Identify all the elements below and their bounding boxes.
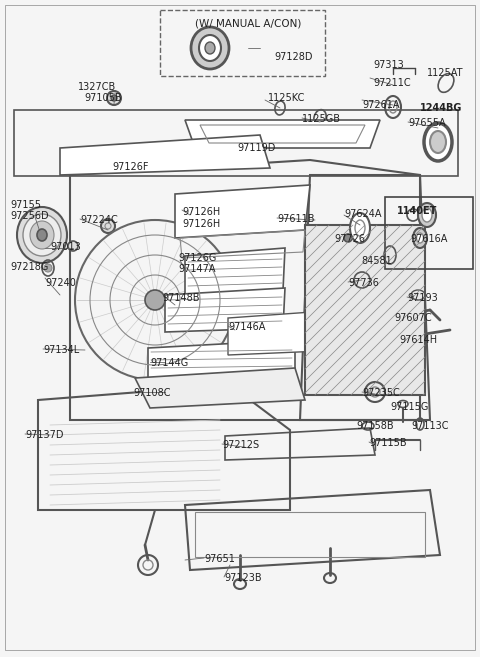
Text: 97126H: 97126H (182, 219, 220, 229)
Text: 97651: 97651 (204, 554, 235, 564)
Circle shape (101, 219, 115, 233)
Circle shape (44, 264, 52, 272)
Text: 1140ET: 1140ET (397, 206, 437, 216)
Ellipse shape (30, 221, 54, 249)
Text: 97146A: 97146A (228, 322, 265, 332)
Text: 97261A: 97261A (362, 100, 399, 110)
Text: 97240: 97240 (45, 278, 76, 288)
Ellipse shape (37, 229, 47, 241)
Polygon shape (185, 248, 285, 295)
Text: 97726: 97726 (334, 234, 365, 244)
Text: 97147A: 97147A (178, 264, 216, 274)
Polygon shape (135, 368, 305, 408)
Text: 97013: 97013 (50, 242, 81, 252)
Text: 97148B: 97148B (162, 293, 200, 303)
Text: 97123B: 97123B (224, 573, 262, 583)
Text: 97607C: 97607C (394, 313, 432, 323)
Polygon shape (228, 310, 345, 355)
Text: (W/ MANUAL A/CON): (W/ MANUAL A/CON) (195, 18, 301, 28)
Text: 97224C: 97224C (80, 215, 118, 225)
Ellipse shape (191, 27, 229, 69)
Text: 97158B: 97158B (356, 421, 394, 431)
Text: 97115G: 97115G (390, 402, 428, 412)
Text: 97144G: 97144G (150, 358, 188, 368)
Text: 97212S: 97212S (222, 440, 259, 450)
Circle shape (107, 91, 121, 105)
Text: 1125AT: 1125AT (427, 68, 464, 78)
Text: 97137D: 97137D (25, 430, 63, 440)
Text: 97128D: 97128D (274, 52, 312, 62)
Text: 1327CB: 1327CB (78, 82, 116, 92)
Text: 97126F: 97126F (112, 162, 148, 172)
Polygon shape (175, 185, 310, 238)
Ellipse shape (417, 233, 423, 243)
Text: 97113C: 97113C (411, 421, 448, 431)
Ellipse shape (199, 35, 221, 61)
Text: 97256D: 97256D (10, 211, 48, 221)
Text: 1244BG: 1244BG (420, 103, 462, 113)
Circle shape (68, 241, 78, 251)
Ellipse shape (424, 123, 452, 161)
Ellipse shape (17, 207, 67, 263)
Ellipse shape (413, 228, 427, 248)
Text: 97611B: 97611B (277, 214, 314, 224)
Text: 97235C: 97235C (362, 388, 400, 398)
Text: 97616A: 97616A (410, 234, 447, 244)
Text: 97624A: 97624A (344, 209, 382, 219)
Ellipse shape (418, 203, 436, 227)
Text: 1125KC: 1125KC (268, 93, 305, 103)
Ellipse shape (350, 213, 370, 243)
Circle shape (344, 234, 352, 242)
Polygon shape (185, 120, 380, 148)
Polygon shape (165, 288, 285, 332)
Text: 97115B: 97115B (369, 438, 407, 448)
Text: 97313: 97313 (373, 60, 404, 70)
Text: 97126H: 97126H (182, 207, 220, 217)
Ellipse shape (430, 131, 446, 153)
Text: 97655A: 97655A (408, 118, 445, 128)
Circle shape (111, 95, 117, 101)
Ellipse shape (422, 208, 432, 222)
Bar (385, 197, 473, 269)
Polygon shape (60, 135, 270, 175)
Text: 97105B: 97105B (84, 93, 121, 103)
Bar (305, 225, 425, 395)
Text: 97134L: 97134L (43, 345, 79, 355)
Text: 84581: 84581 (361, 256, 392, 266)
Ellipse shape (205, 42, 215, 54)
Text: 97218G: 97218G (10, 262, 48, 272)
Text: 97126G: 97126G (178, 253, 216, 263)
Text: 97211C: 97211C (373, 78, 410, 88)
Circle shape (145, 290, 165, 310)
Text: 97193: 97193 (407, 293, 438, 303)
Ellipse shape (23, 214, 61, 256)
Polygon shape (148, 340, 295, 378)
Text: 97119D: 97119D (237, 143, 276, 153)
Bar (160, 10, 325, 76)
Text: 1125GB: 1125GB (302, 114, 341, 124)
Text: 97108C: 97108C (133, 388, 170, 398)
Text: 97614H: 97614H (399, 335, 437, 345)
Text: 97736: 97736 (348, 278, 379, 288)
Bar (195, 512, 425, 557)
Text: 97155: 97155 (10, 200, 41, 210)
